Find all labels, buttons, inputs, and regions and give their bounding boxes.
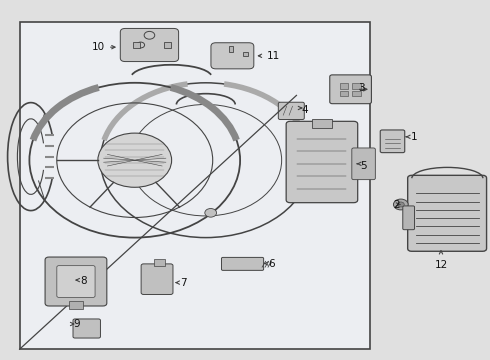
FancyBboxPatch shape: [141, 264, 173, 294]
FancyBboxPatch shape: [352, 148, 375, 180]
Bar: [229, 46, 233, 52]
FancyBboxPatch shape: [408, 175, 487, 251]
Text: 4: 4: [301, 105, 308, 115]
Text: 2: 2: [393, 200, 400, 210]
Bar: [20, 22, 370, 349]
Bar: [244, 52, 248, 56]
Text: 7: 7: [180, 278, 187, 288]
FancyBboxPatch shape: [211, 43, 254, 69]
Bar: [352, 91, 361, 96]
Bar: [352, 83, 361, 89]
Text: 6: 6: [268, 258, 275, 269]
FancyBboxPatch shape: [278, 102, 304, 120]
Text: 11: 11: [267, 51, 280, 61]
Text: 9: 9: [74, 319, 80, 329]
Bar: [340, 91, 348, 96]
Text: 3: 3: [358, 83, 365, 93]
Text: 1: 1: [411, 132, 417, 142]
Bar: [133, 42, 140, 48]
Bar: [154, 259, 165, 266]
Text: 10: 10: [92, 42, 105, 52]
Circle shape: [205, 208, 217, 217]
Circle shape: [393, 199, 408, 210]
Circle shape: [98, 133, 172, 187]
FancyBboxPatch shape: [330, 75, 371, 104]
FancyBboxPatch shape: [121, 28, 178, 62]
Bar: [312, 119, 332, 128]
FancyBboxPatch shape: [73, 319, 100, 338]
Text: 12: 12: [434, 260, 448, 270]
Bar: [69, 301, 83, 309]
FancyBboxPatch shape: [286, 121, 358, 203]
Text: 5: 5: [360, 161, 367, 171]
Bar: [340, 83, 348, 89]
Bar: [377, 11, 485, 349]
FancyBboxPatch shape: [57, 266, 95, 297]
Bar: [164, 42, 171, 48]
Circle shape: [397, 202, 404, 207]
Text: 8: 8: [80, 276, 87, 286]
FancyBboxPatch shape: [403, 206, 415, 230]
FancyBboxPatch shape: [45, 257, 107, 306]
FancyBboxPatch shape: [221, 257, 264, 270]
FancyBboxPatch shape: [380, 130, 405, 153]
